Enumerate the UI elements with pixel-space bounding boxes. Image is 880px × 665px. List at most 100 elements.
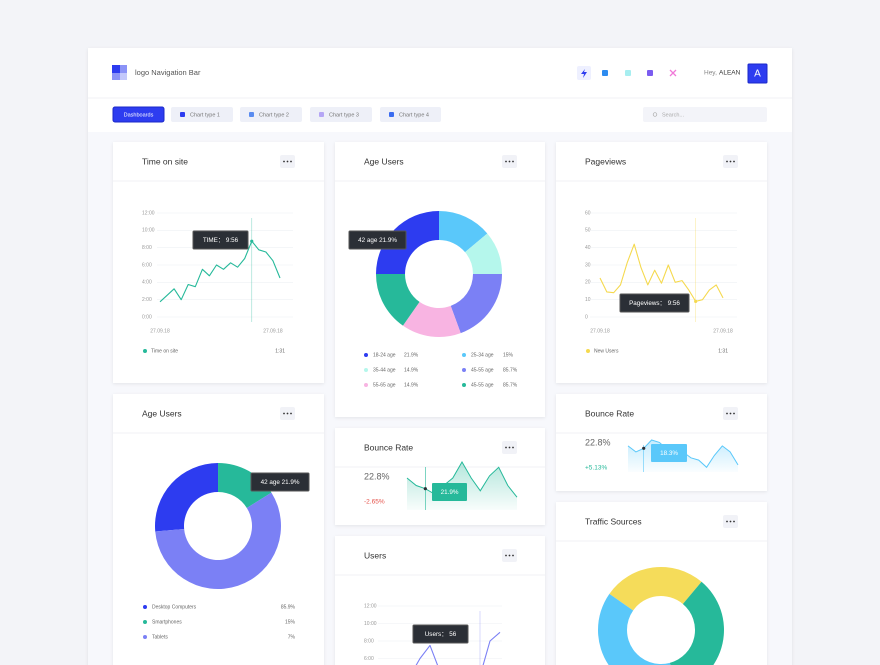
legend-value: 21.9% — [404, 352, 419, 358]
legend-value: 85.7% — [503, 367, 518, 373]
legend-dot — [462, 353, 466, 357]
card-title: Age Users — [142, 408, 182, 418]
y-tick-label: 0:00 — [142, 314, 152, 320]
logo — [112, 65, 127, 80]
more-dot — [733, 412, 735, 415]
more-dot — [729, 412, 732, 415]
legend-dot — [364, 383, 368, 387]
legend-name: Desktop Computers — [152, 604, 197, 610]
more-dot — [733, 520, 735, 523]
tooltip-text: Users： 56 — [425, 631, 457, 638]
legend-dot — [364, 353, 368, 357]
tab-label: Chart type 1 — [190, 112, 220, 118]
more-dot — [505, 160, 507, 163]
tab[interactable] — [112, 106, 165, 123]
y-tick-label: 10:00 — [364, 621, 377, 627]
legend-dot — [143, 349, 147, 353]
more-dot — [290, 412, 292, 415]
legend-value: 1:31 — [718, 348, 728, 354]
y-tick-label: 8:00 — [364, 638, 374, 644]
line — [599, 243, 724, 302]
donut-segment — [609, 566, 702, 611]
card-title: Age Users — [364, 156, 404, 166]
legend-name: 25-34 age — [471, 352, 494, 358]
tooltip — [192, 230, 249, 250]
legend-value: 85.7% — [503, 382, 518, 388]
legend-value: 14.9% — [404, 382, 419, 388]
logo-text: logo Navigation Bar — [135, 68, 201, 77]
more-dot — [286, 412, 289, 415]
tooltip-text: 21.9% — [441, 489, 459, 496]
more-dot — [726, 160, 728, 163]
y-tick-label: 20 — [585, 280, 591, 286]
x-tick-label: 27.09.18 — [150, 328, 170, 334]
more-dot — [512, 554, 514, 557]
more-dot — [508, 446, 511, 449]
metric-change: +5.13% — [585, 465, 607, 472]
y-tick-label: 60 — [585, 210, 591, 216]
x-tick-label: 27.09.18 — [590, 328, 610, 334]
more-dot — [290, 160, 292, 163]
tooltip — [651, 444, 687, 462]
y-tick-label: 12:00 — [364, 603, 377, 609]
tab[interactable] — [171, 107, 233, 122]
highlight-dot — [423, 487, 427, 491]
tooltip — [432, 483, 467, 501]
avatar-letter: A — [754, 69, 761, 80]
tooltip-text: TIME： 9:56 — [203, 237, 239, 244]
donut-segment — [465, 233, 502, 274]
card-title: Pageviews — [585, 156, 626, 166]
y-tick-label: 6:00 — [364, 656, 374, 662]
tab[interactable] — [240, 107, 302, 122]
card — [113, 142, 324, 383]
donut-segment — [450, 274, 502, 334]
y-tick-label: 12:00 — [142, 210, 155, 216]
legend-value: 7% — [288, 634, 296, 640]
more-dot — [508, 160, 511, 163]
legend-name: 55-65 age — [373, 382, 396, 388]
donut-segment — [669, 581, 724, 665]
card-title: Bounce Rate — [364, 442, 413, 452]
tab-icon — [389, 112, 394, 117]
legend-value: 85.9% — [281, 604, 296, 610]
card — [335, 142, 545, 417]
donut-segment — [155, 492, 282, 590]
legend-dot — [462, 368, 466, 372]
tab[interactable] — [310, 107, 372, 122]
metric-value: 22.8% — [585, 437, 611, 447]
donut-segment — [376, 274, 420, 326]
donut-segment — [402, 301, 461, 337]
tab-label: Chart type 4 — [399, 112, 429, 118]
search-icon — [652, 112, 658, 117]
header-icons[interactable] — [577, 66, 677, 80]
y-tick-label: 4:00 — [142, 280, 152, 286]
tooltip-text: 42 age 21.9% — [358, 237, 397, 244]
x-tick-label: 27.09.18 — [713, 328, 733, 334]
y-tick-label: 0 — [585, 314, 588, 320]
y-tick-label: 2:00 — [142, 297, 152, 303]
legend-dot — [143, 620, 147, 624]
more-dot — [283, 412, 285, 415]
legend-name: 45-55 age — [471, 367, 494, 373]
y-tick-label: 40 — [585, 245, 591, 251]
search-box[interactable] — [643, 107, 767, 122]
user-name: ALEAN — [719, 70, 741, 77]
y-tick-label: 10 — [585, 297, 591, 303]
donut-segment — [597, 593, 671, 665]
tooltip — [412, 624, 469, 644]
more-dot — [726, 412, 728, 415]
more-dot — [726, 520, 728, 523]
legend-name: 45-55 age — [471, 382, 494, 388]
y-tick-label: 50 — [585, 228, 591, 234]
avatar[interactable] — [747, 63, 768, 84]
legend-name: New Users — [594, 348, 619, 354]
legend-value: 15% — [285, 619, 296, 625]
legend-value: 1:31 — [275, 348, 285, 354]
tooltip-text: 18.3% — [660, 450, 678, 457]
metric-change: -2.65% — [364, 499, 385, 506]
more-dot — [512, 160, 514, 163]
tab[interactable] — [380, 107, 441, 122]
tooltip-text: 42 age 21.9% — [261, 479, 300, 486]
